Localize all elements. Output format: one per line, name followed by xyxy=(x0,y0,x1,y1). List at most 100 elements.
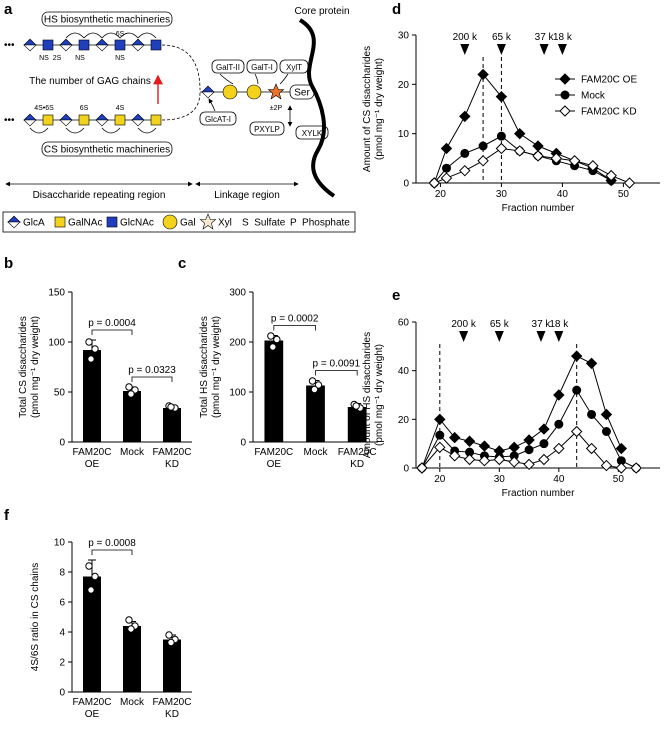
data-point xyxy=(553,442,565,455)
x-tick-label: FAM20C KD xyxy=(338,447,377,470)
y-axis-label: (pmol mg⁻¹ dry weight) xyxy=(30,316,41,418)
glcnac-symbol xyxy=(114,39,126,51)
core-protein xyxy=(298,18,336,198)
bar xyxy=(163,639,181,692)
legend-marker xyxy=(559,73,571,85)
sulfation-label: NS xyxy=(75,55,85,62)
hs-box xyxy=(41,11,173,27)
region-label: Disaccharide repeating region xyxy=(33,190,166,201)
bar xyxy=(264,340,284,442)
size-marker xyxy=(460,44,470,55)
panel-label: a xyxy=(4,1,13,18)
data-point xyxy=(585,357,598,370)
bar xyxy=(347,407,367,442)
data-point xyxy=(587,409,597,419)
glca-symbol xyxy=(23,113,37,127)
significance-bracket xyxy=(131,376,173,382)
bar xyxy=(163,408,181,442)
enzyme-box xyxy=(246,59,278,74)
diagram: ••• NS 2S NS 6S NS HS biosynthetic machi… xyxy=(2,6,356,233)
bar xyxy=(83,350,101,442)
sulfation-label: 4S xyxy=(116,105,125,112)
data-point xyxy=(434,441,446,454)
sulfation-label: NS xyxy=(39,55,49,62)
data-point xyxy=(538,423,550,435)
glca-symbol xyxy=(59,113,73,127)
data-point xyxy=(532,140,544,152)
data-point xyxy=(495,142,508,155)
size-marker xyxy=(557,44,567,55)
data-point xyxy=(434,413,446,426)
data-point xyxy=(448,431,461,444)
data-point xyxy=(127,390,135,398)
data-point xyxy=(85,338,93,346)
data-point xyxy=(165,631,173,639)
enzyme-label: GalT-I xyxy=(251,63,273,72)
data-point xyxy=(572,385,582,395)
enzyme-arrow xyxy=(209,73,289,112)
data-point xyxy=(600,408,613,421)
label-line: KD xyxy=(165,459,179,470)
legend-label: Gal xyxy=(180,218,196,229)
data-point xyxy=(615,442,628,455)
size-marker xyxy=(496,44,506,55)
label-line: FAM20C xyxy=(73,447,112,458)
y-tick-label: 100 xyxy=(229,388,246,399)
data-point xyxy=(538,453,550,466)
data-point xyxy=(459,164,471,177)
data-point xyxy=(495,90,508,103)
size-marker-label: 200 k xyxy=(451,319,476,330)
data-point xyxy=(463,435,476,447)
galnac-symbol xyxy=(54,216,66,228)
data-point xyxy=(570,350,583,362)
bar xyxy=(83,576,101,692)
y-tick-label: 0 xyxy=(240,438,246,449)
data-point xyxy=(477,155,489,167)
data-point xyxy=(314,381,323,389)
size-marker-label: 200 k xyxy=(453,32,478,43)
size-marker-label: 37 k xyxy=(532,319,552,330)
data-point xyxy=(125,616,133,624)
data-point xyxy=(550,152,563,165)
gal-symbol xyxy=(246,84,262,100)
enzyme-box xyxy=(249,121,285,136)
data-point xyxy=(539,439,549,449)
data-point xyxy=(435,430,445,440)
data-point xyxy=(416,462,428,474)
x-tick-label: FAM20C OE xyxy=(73,447,112,470)
legend-label: Xyl xyxy=(218,218,232,229)
panel-label: b xyxy=(4,255,13,272)
data-point xyxy=(568,155,581,167)
glca-symbol xyxy=(95,113,109,127)
x-axis-label: Fraction number xyxy=(502,488,575,499)
data-point xyxy=(600,459,613,472)
y-axis-label: (pmol mg⁻¹ dry weight) xyxy=(374,58,385,160)
xyl-symbol xyxy=(268,83,284,100)
chain-dots: ••• xyxy=(4,40,15,51)
p-value: p = 0.0323 xyxy=(128,365,176,376)
x-tick-label: FAM20C KD xyxy=(153,447,192,470)
galnac-symbol xyxy=(78,114,90,126)
glcnac-symbol xyxy=(106,216,118,228)
data-point xyxy=(493,453,506,466)
legend-label: S Sulfate xyxy=(242,218,286,229)
data-point xyxy=(601,427,611,436)
sulfation-label: 6S xyxy=(80,105,89,112)
legend-marker xyxy=(560,90,570,100)
p-value: p = 0.0004 xyxy=(88,318,136,329)
bar xyxy=(123,391,141,442)
glcnac-symbol xyxy=(150,39,162,51)
y-tick-label: 150 xyxy=(48,288,65,299)
data-point xyxy=(267,332,275,340)
panel-label: e xyxy=(392,287,400,304)
p-value: p = 0.0002 xyxy=(271,314,319,325)
y-axis-label: Amount of HS disaccharides xyxy=(362,332,373,458)
y-tick-label: 50 xyxy=(54,388,66,399)
data-point xyxy=(459,110,471,123)
enzyme-arcs xyxy=(29,127,157,134)
p-value: p = 0.0091 xyxy=(313,359,361,370)
y-tick-label: 10 xyxy=(54,538,66,549)
sulfation-label: 4S•6S xyxy=(34,105,54,112)
data-point xyxy=(440,172,453,184)
data-point xyxy=(554,419,564,429)
